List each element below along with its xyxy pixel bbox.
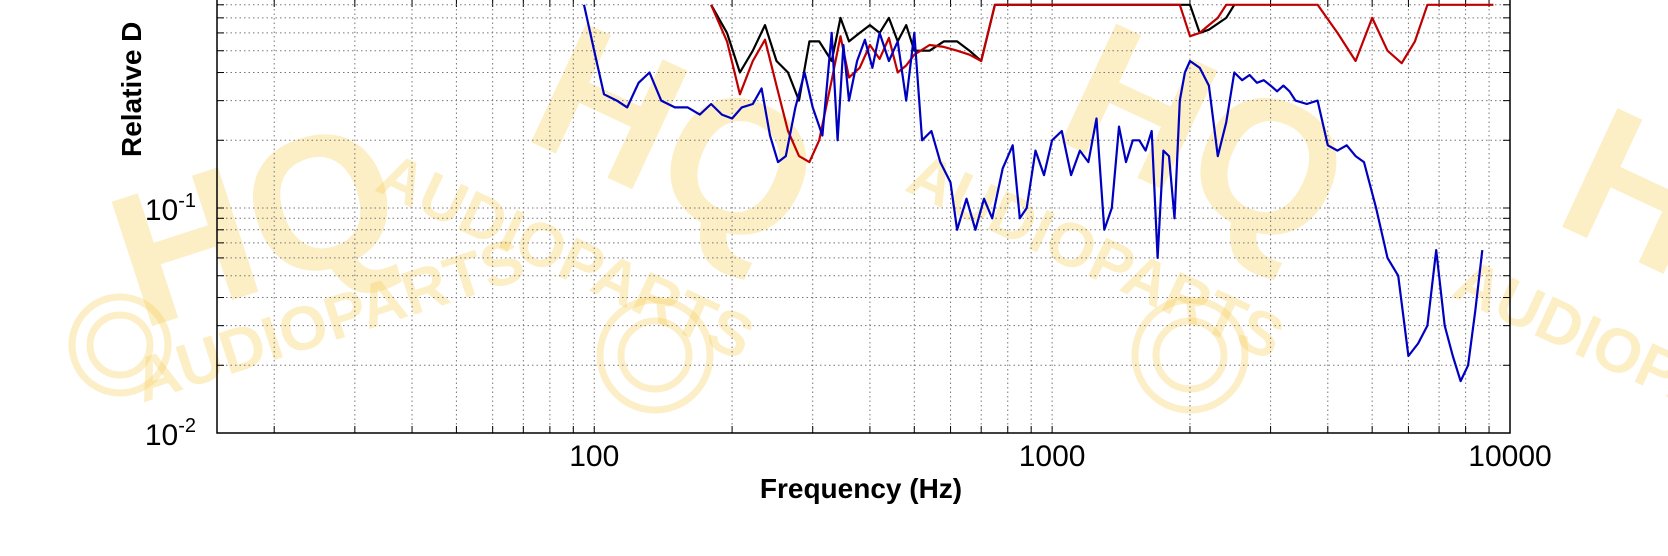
x-tick-label: 100 — [569, 440, 619, 473]
x-tick-label: 10000 — [1468, 440, 1551, 473]
series-line-2 — [710, 3, 1494, 164]
series-line-3 — [582, 4, 1484, 383]
series-layer — [582, 3, 1494, 383]
hq-audioparts-watermark: HQ AUDIOPARTS HQ AUDIOPARTS HQ AUDIOPART… — [68, 0, 1668, 480]
x-axis-title: Frequency (Hz) — [760, 473, 962, 504]
y-tick-label: 10-1 — [145, 190, 196, 227]
grid-lines — [217, 0, 1511, 434]
x-tick-label: 1000 — [1019, 440, 1086, 473]
y-tick-label: 10-2 — [145, 415, 196, 452]
y-axis-title: Relative D — [116, 22, 147, 157]
plot-frame — [216, 0, 1511, 434]
x-axis-tick-labels: 100 1000 10000 — [569, 440, 1552, 473]
y-axis-tick-labels: 10-1 10-2 — [145, 190, 196, 452]
